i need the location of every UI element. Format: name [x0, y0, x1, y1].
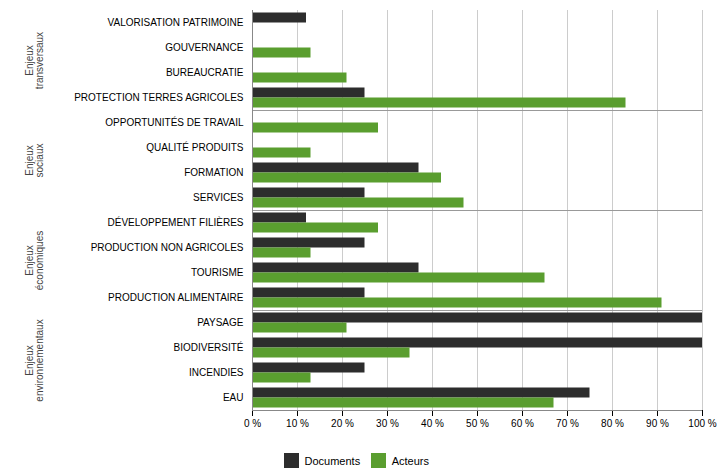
svg-text:PAYSAGE: PAYSAGE	[197, 317, 244, 328]
svg-text:100 %: 100 %	[688, 418, 716, 429]
svg-text:10 %: 10 %	[286, 418, 309, 429]
html-text:Acteurs: Acteurs	[391, 454, 429, 467]
html-text:Documents: Documents	[304, 454, 361, 467]
svg-text:VALORISATION PATRIMOINE: VALORISATION PATRIMOINE	[108, 17, 244, 28]
svg-text:60 %: 60 %	[511, 418, 534, 429]
svg-text:SERVICES: SERVICES	[193, 192, 244, 203]
svg-text:OPPORTUNITÉS DE TRAVAIL: OPPORTUNITÉS DE TRAVAIL	[105, 116, 244, 128]
svg-text:80 %: 80 %	[601, 418, 624, 429]
svg-text:PRODUCTION ALIMENTAIRE: PRODUCTION ALIMENTAIRE	[108, 292, 244, 303]
svg-text:INCENDIES: INCENDIES	[189, 367, 244, 378]
svg-text:PROTECTION TERRES AGRICOLES: PROTECTION TERRES AGRICOLES	[74, 92, 244, 103]
svg-text:BIODIVERSITÉ: BIODIVERSITÉ	[173, 341, 243, 353]
svg-text:BUREAUCRATIE: BUREAUCRATIE	[166, 67, 244, 78]
svg-text:QUALITÉ PRODUITS: QUALITÉ PRODUITS	[146, 141, 244, 153]
svg-text:20 %: 20 %	[331, 418, 354, 429]
svg-text:TOURISME: TOURISME	[191, 267, 244, 278]
svg-text:DÉVELOPPEMENT FILIÈRES: DÉVELOPPEMENT FILIÈRES	[108, 216, 244, 228]
svg-text:40 %: 40 %	[421, 418, 444, 429]
svg-text:PRODUCTION NON AGRICOLES: PRODUCTION NON AGRICOLES	[91, 242, 244, 253]
svg-text:Enjeuxéconomiques: Enjeuxéconomiques	[24, 231, 45, 290]
svg-text:EAU: EAU	[223, 392, 244, 403]
svg-text:Enjeuxsociaux: Enjeuxsociaux	[24, 144, 45, 178]
svg-text:Enjeuxtransversaux: Enjeuxtransversaux	[24, 32, 45, 89]
svg-text:Enjeuxenvironnementaux: Enjeuxenvironnementaux	[24, 319, 45, 401]
svg-text:70 %: 70 %	[556, 418, 579, 429]
svg-text:0 %: 0 %	[244, 418, 261, 429]
svg-text:FORMATION: FORMATION	[184, 167, 243, 178]
svg-text:90 %: 90 %	[646, 418, 669, 429]
svg-text:50 %: 50 %	[466, 418, 489, 429]
svg-text:GOUVERNANCE: GOUVERNANCE	[165, 42, 244, 53]
svg-text:30 %: 30 %	[376, 418, 399, 429]
